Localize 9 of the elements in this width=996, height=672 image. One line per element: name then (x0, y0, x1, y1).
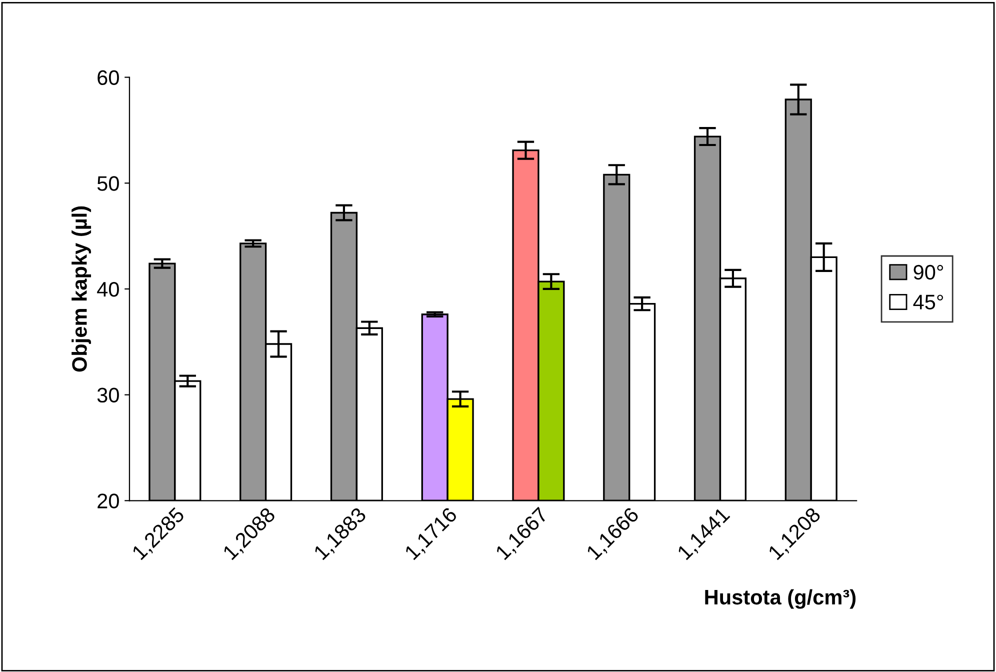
x-axis-title: Hustota (g/cm³) (705, 589, 856, 609)
y-tick-label: 20 (98, 494, 119, 508)
y-tick-label: 50 (97, 176, 119, 191)
y-tick-label: 30 (97, 388, 119, 403)
legend-label: 90° (914, 264, 944, 280)
y-tick-label: 40 (97, 282, 119, 297)
y-tick-label: 60 (98, 70, 119, 86)
y-axis-title: Objem kapky (µl) (72, 206, 92, 372)
legend-label: 45° (913, 294, 944, 310)
